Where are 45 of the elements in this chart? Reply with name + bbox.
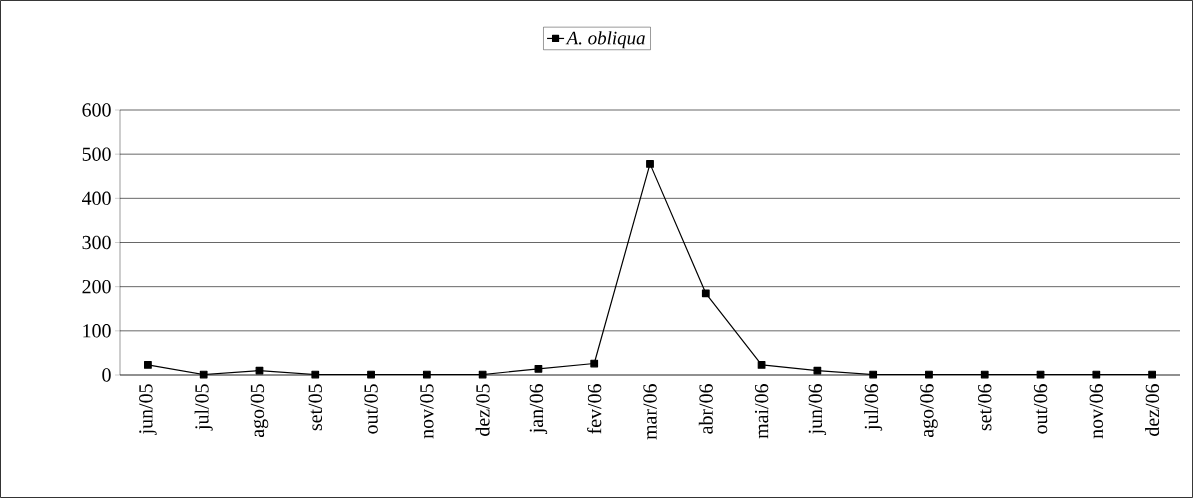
point xyxy=(869,370,878,379)
x-tick-label: nov/06 xyxy=(1089,384,1104,439)
point xyxy=(311,370,320,379)
x-tick-label: jan/06 xyxy=(529,384,548,434)
x-tick-label: out/05 xyxy=(364,384,378,434)
x-tick-label: jun/06 xyxy=(808,384,827,435)
y-tick-label: 400 xyxy=(82,191,111,206)
x-tick-label: set/06 xyxy=(978,384,992,431)
y-tick-label: 300 xyxy=(82,235,111,250)
x-tick-label: jun/05 xyxy=(139,384,157,435)
point xyxy=(646,160,654,168)
x-tick-label: dez/06 xyxy=(1145,384,1160,436)
point xyxy=(144,360,152,369)
x-tick-label: jul/05 xyxy=(194,384,213,431)
point xyxy=(757,360,766,369)
x-tick-label: ago/05 xyxy=(250,384,269,438)
x-tick-label: abr/06 xyxy=(698,384,713,434)
point xyxy=(1092,370,1101,379)
point xyxy=(1148,370,1156,379)
legend-label: A. obliqua xyxy=(565,31,645,49)
point xyxy=(980,370,989,379)
x-tick-label: mar/06 xyxy=(643,384,657,440)
x-tick-label: jul/06 xyxy=(864,384,883,431)
y-tick-label: 100 xyxy=(83,324,111,338)
point xyxy=(590,359,599,368)
point xyxy=(925,370,933,379)
x-tick-label: set/05 xyxy=(308,384,322,431)
x-tick-label: dez/05 xyxy=(475,384,490,436)
point xyxy=(367,370,375,379)
x-tick-label: out/06 xyxy=(1033,384,1048,434)
point xyxy=(255,366,264,375)
point xyxy=(478,370,487,379)
point xyxy=(534,364,543,373)
y-tick-label: 500 xyxy=(82,147,111,161)
point xyxy=(422,370,431,379)
y-tick-label: 0 xyxy=(102,368,111,382)
point xyxy=(701,289,710,298)
x-tick-label: fev/06 xyxy=(587,384,602,434)
y-tick-label: 200 xyxy=(82,279,111,294)
y-tick-label: 600 xyxy=(82,103,111,117)
point xyxy=(813,366,822,375)
x-tick-label: mai/06 xyxy=(754,384,769,439)
point xyxy=(199,370,208,379)
x-tick-label: nov/05 xyxy=(420,384,434,439)
x-tick-label: ago/06 xyxy=(920,384,938,438)
